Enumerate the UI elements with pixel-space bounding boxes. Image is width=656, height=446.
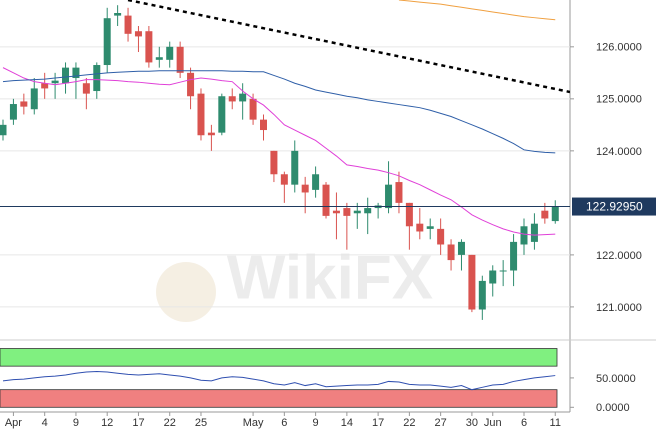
candle-body <box>489 270 497 284</box>
candle-body <box>551 206 559 222</box>
x-tick-label: 14 <box>341 417 353 429</box>
x-tick-label: 6 <box>281 417 287 429</box>
x-tick-label: 11 <box>550 417 561 429</box>
moving-average <box>2 67 556 236</box>
candle-body <box>62 67 70 84</box>
x-tick-label: 9 <box>313 417 319 429</box>
candle-body <box>155 57 163 60</box>
moving-average <box>2 70 556 154</box>
candle-body <box>530 223 538 242</box>
x-tick-label: 9 <box>73 417 79 429</box>
candle-body <box>51 80 59 84</box>
candle-body <box>218 96 226 133</box>
y-tick-label: 50.0000 <box>596 373 636 385</box>
candle-body <box>103 18 111 66</box>
y-tick-label: 126.0000 <box>596 42 642 54</box>
current-price-label: 122.92950 <box>586 200 643 214</box>
x-tick-label: 22 <box>164 417 176 429</box>
candle-body <box>416 223 424 232</box>
candle-body <box>301 184 309 193</box>
candle-body <box>405 202 413 227</box>
y-tick-label: 121.0000 <box>596 302 642 314</box>
zone <box>0 348 558 367</box>
candle-body <box>20 101 28 107</box>
candle-body <box>239 93 247 102</box>
candle-body <box>457 241 465 255</box>
candle-body <box>41 83 49 89</box>
candle-body <box>468 254 476 310</box>
trendline <box>127 0 570 94</box>
candle-body <box>166 46 174 60</box>
candle-body <box>499 270 507 272</box>
x-tick-label: 17 <box>372 417 384 429</box>
watermark-logo <box>156 262 216 322</box>
candle-body <box>270 150 278 175</box>
candle-body <box>249 98 257 120</box>
candle-body <box>343 208 351 216</box>
current-price-box <box>572 197 656 216</box>
y-tick-label: 124.0000 <box>596 146 642 158</box>
candle-body <box>322 184 330 216</box>
candle-body <box>228 96 236 102</box>
candle-body <box>364 208 372 214</box>
x-tick-label: 25 <box>195 417 207 429</box>
candle-body <box>541 210 549 219</box>
y-tick-label: 122.0000 <box>596 250 642 262</box>
candle-body <box>114 13 122 16</box>
plot-area <box>0 348 558 408</box>
x-tick-label: 27 <box>435 417 447 429</box>
x-tick-label: 30 <box>466 417 478 429</box>
y-tick-label: 125.0000 <box>596 94 642 106</box>
candle-body <box>145 31 153 63</box>
x-tick-label: Jun <box>484 417 502 429</box>
watermark-text: WikiFX <box>227 243 433 312</box>
candle-body <box>134 31 142 37</box>
candle-body <box>426 226 434 229</box>
candle-body <box>510 241 518 271</box>
candle-body <box>385 184 393 209</box>
candle-body <box>447 244 455 261</box>
x-tick-label: Apr <box>5 417 22 429</box>
candle-body <box>93 65 101 92</box>
candle-body <box>176 46 184 73</box>
candle-body <box>0 124 7 136</box>
candle-body <box>520 226 528 245</box>
candle-body <box>478 280 486 310</box>
x-tick-label: 22 <box>403 417 415 429</box>
candle-body <box>260 119 267 131</box>
x-tick-label: 6 <box>521 417 527 429</box>
candle-body <box>332 210 340 214</box>
x-tick-label: May <box>243 417 264 429</box>
x-tick-label: 12 <box>101 417 113 429</box>
moving-average <box>398 0 556 21</box>
candle-body <box>291 150 299 185</box>
candle-body <box>207 132 215 136</box>
x-tick-label: 17 <box>132 417 144 429</box>
candle-body <box>312 174 320 190</box>
candle-body <box>280 174 288 185</box>
candle-body <box>197 93 205 136</box>
line <box>2 370 556 391</box>
x-tick-label: 4 <box>42 417 48 429</box>
candle-body <box>437 228 445 245</box>
candle-body <box>353 210 361 214</box>
candle-body <box>124 15 132 34</box>
candle-body <box>82 83 90 94</box>
candle-body <box>187 72 195 97</box>
y-tick-label: 0.0000 <box>596 402 630 414</box>
plot-area <box>0 0 570 320</box>
candle-body <box>30 88 38 110</box>
candle-body <box>9 104 17 120</box>
zone <box>0 389 558 408</box>
candle-body <box>72 67 80 79</box>
candle-body <box>395 182 403 203</box>
